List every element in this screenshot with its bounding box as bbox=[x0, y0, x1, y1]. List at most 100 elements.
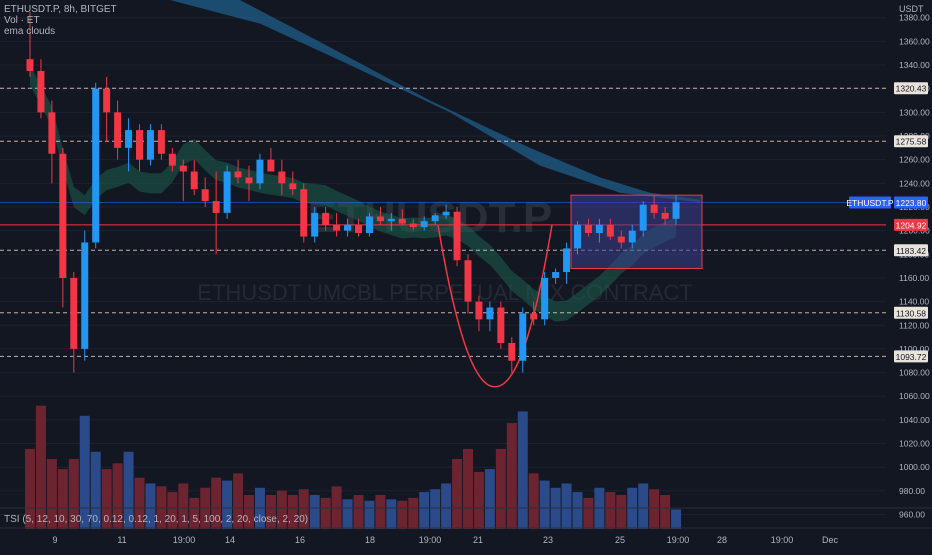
candle-body bbox=[464, 260, 472, 302]
volume-bar bbox=[222, 480, 233, 539]
candle-body bbox=[606, 224, 614, 237]
volume-bar bbox=[254, 487, 265, 539]
volume-indicator-label[interactable]: Vol · ET bbox=[4, 15, 40, 26]
current-price-tag bbox=[894, 196, 928, 209]
candle-body bbox=[234, 171, 242, 178]
volume-bar bbox=[605, 492, 616, 539]
volume-bar bbox=[616, 494, 627, 539]
candle-body bbox=[584, 224, 592, 234]
price-tick-label: 1060.00 bbox=[899, 391, 930, 401]
time-tick-label: 11 bbox=[117, 535, 126, 545]
volume-bar bbox=[309, 494, 320, 539]
price-tick-label: 980.00 bbox=[899, 486, 925, 496]
level-price-label: 1130.58 bbox=[896, 308, 926, 318]
volume-bar bbox=[506, 422, 517, 539]
candle-body bbox=[146, 130, 154, 160]
candle-body bbox=[179, 165, 187, 172]
volume-bar bbox=[145, 483, 156, 539]
candle-body bbox=[289, 183, 297, 190]
candle-body bbox=[300, 189, 308, 237]
volume-bar bbox=[156, 486, 167, 539]
watermark-description: ETHUSDT UMCBL PERPETUAL MIX CONTRACT bbox=[197, 280, 692, 305]
volume-bar bbox=[583, 497, 594, 539]
symbol-title[interactable]: ETHUSDT.P, 8h, BITGET bbox=[4, 4, 117, 15]
volume-bar bbox=[353, 494, 364, 539]
volume-bar bbox=[101, 469, 112, 539]
candle-body bbox=[541, 277, 549, 320]
volume-bar bbox=[123, 451, 134, 539]
volume-bar bbox=[627, 487, 638, 539]
level-price-label: 1093.72 bbox=[896, 352, 927, 362]
level-price-tag bbox=[894, 350, 928, 363]
volume-bar bbox=[572, 492, 583, 539]
tsi-indicator-label[interactable]: TSI (5, 12, 10, 30, 70, 0.12, 0.12, 1, 2… bbox=[4, 514, 309, 525]
price-tick-label: 1360.00 bbox=[899, 36, 930, 46]
candle-body bbox=[212, 201, 220, 213]
volume-bar bbox=[342, 499, 353, 539]
price-tick-label: 1380.00 bbox=[899, 13, 930, 23]
volume-bar bbox=[561, 483, 572, 539]
price-tick-label: 1120.00 bbox=[899, 320, 929, 330]
candle-body bbox=[398, 218, 406, 224]
candle-body bbox=[136, 130, 143, 160]
level-price-label: 1183.42 bbox=[896, 246, 926, 256]
volume-bar bbox=[112, 463, 123, 539]
ema-clouds-label[interactable]: ema clouds bbox=[4, 26, 56, 37]
level-price-label: 1320.43 bbox=[896, 84, 927, 94]
candle-body bbox=[530, 313, 538, 320]
candle-body bbox=[92, 88, 100, 243]
candle-body bbox=[508, 343, 516, 361]
volume-bar bbox=[68, 458, 79, 539]
volume-bar bbox=[463, 448, 473, 539]
volume-bar bbox=[167, 492, 178, 539]
candle-body bbox=[157, 130, 165, 154]
price-tick-label: 1340.00 bbox=[899, 60, 930, 70]
price-tick-label: 1160.00 bbox=[899, 273, 929, 283]
candle-body bbox=[114, 112, 122, 148]
candle-body bbox=[486, 307, 494, 320]
volume-bar bbox=[276, 490, 287, 539]
candle-body bbox=[563, 248, 571, 273]
price-tick-label: 1240.00 bbox=[899, 178, 930, 188]
volume-bar bbox=[660, 494, 671, 539]
candle-body bbox=[650, 204, 658, 213]
price-tick-label: 1300.00 bbox=[899, 107, 930, 117]
candle-body bbox=[409, 223, 417, 228]
candle-body bbox=[453, 211, 461, 261]
candle-body bbox=[26, 59, 34, 71]
volume-bar bbox=[265, 494, 276, 539]
level-price-tag bbox=[894, 244, 928, 257]
volume-bar bbox=[430, 489, 441, 539]
volume-bar bbox=[298, 489, 309, 539]
candle-body bbox=[103, 88, 111, 113]
price-tick-label: 1260.00 bbox=[899, 155, 930, 165]
volume-bar bbox=[408, 497, 419, 539]
ema-cloud-short bbox=[30, 65, 677, 322]
volume-bar bbox=[375, 494, 386, 539]
time-tick-label: 9 bbox=[52, 535, 57, 545]
candle-body bbox=[661, 212, 669, 219]
price-tick-label: 1080.00 bbox=[899, 368, 930, 378]
candle-body bbox=[431, 215, 439, 222]
reference-price-label: 1204.92 bbox=[896, 220, 927, 230]
candle-body bbox=[344, 224, 352, 231]
volume-bar bbox=[25, 448, 35, 539]
volume-bar bbox=[331, 486, 342, 539]
volume-bar bbox=[594, 487, 605, 539]
candle-body bbox=[387, 218, 395, 222]
candle-body bbox=[59, 153, 67, 278]
volume-bar bbox=[528, 473, 539, 539]
candle-body bbox=[278, 171, 286, 184]
current-symbol-label: ETHUSDT.P bbox=[846, 198, 894, 208]
current-symbol-tag bbox=[849, 196, 891, 209]
level-price-tag bbox=[894, 135, 928, 148]
candle-body bbox=[333, 224, 341, 231]
candle-body bbox=[574, 224, 581, 249]
volume-bar bbox=[364, 500, 375, 539]
volume-bar bbox=[244, 494, 254, 539]
candle-body bbox=[37, 70, 45, 113]
volume-bar bbox=[473, 471, 484, 539]
time-tick-label: 19:00 bbox=[771, 535, 794, 545]
